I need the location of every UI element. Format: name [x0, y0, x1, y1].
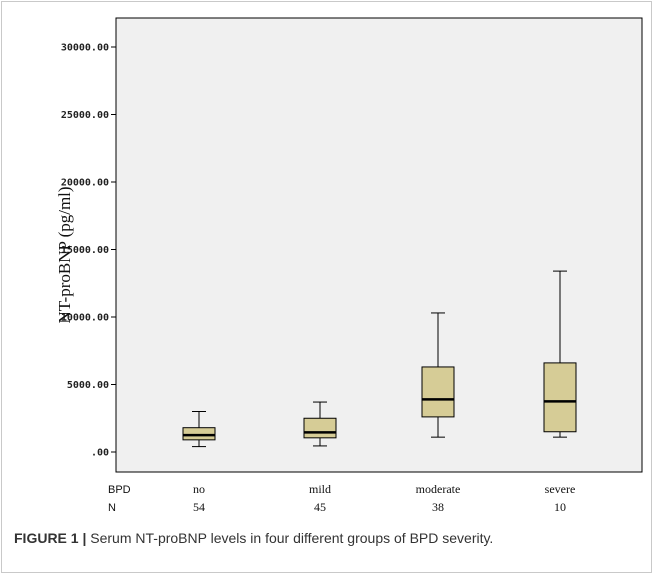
row-label-count: N [108, 502, 116, 514]
box-iqr [543, 362, 577, 433]
boxes [182, 270, 577, 448]
category-label: mild [309, 482, 331, 496]
category-label: severe [545, 482, 576, 496]
category-label: moderate [416, 482, 461, 496]
count-label: 54 [193, 500, 205, 514]
box-iqr [303, 417, 337, 439]
category-label: no [193, 482, 205, 496]
figure-caption: FIGURE 1 | Serum NT-proBNP levels in fou… [14, 530, 644, 546]
box-mild [303, 401, 337, 447]
caption-label: FIGURE 1 | [14, 530, 87, 546]
box-moderate [421, 312, 455, 438]
y-axis: .00 5000.00 10000.00 15000.00 20000.00 25000.… [61, 43, 116, 459]
count-label: 10 [554, 500, 566, 514]
count-label: 45 [314, 500, 326, 514]
box-no [182, 411, 216, 448]
y-tick-label: 5000.00 [67, 380, 109, 391]
count-label: 38 [432, 500, 444, 514]
y-tick-label: 10000.00 [61, 313, 109, 324]
y-tick-label: 20000.00 [61, 178, 109, 189]
caption-text: Serum NT-proBNP levels in four different… [86, 530, 494, 546]
y-tick-label: 25000.00 [61, 110, 109, 121]
box-plot-chart: .00 5000.00 10000.00 15000.00 20000.00 25000.… [55, 17, 643, 514]
box-iqr [182, 427, 216, 441]
y-axis-title: NT-proBNP (pg/ml) [55, 186, 74, 323]
y-tick-label: 15000.00 [61, 245, 109, 256]
y-tick-label: .00 [91, 448, 109, 459]
x-axis-labels: no 54 mild 45 moderate 38 severe 10 [193, 482, 575, 514]
box-severe [543, 270, 577, 438]
row-label-category: BPD [108, 484, 131, 496]
y-tick-label: 30000.00 [61, 43, 109, 54]
box-iqr [421, 366, 455, 418]
